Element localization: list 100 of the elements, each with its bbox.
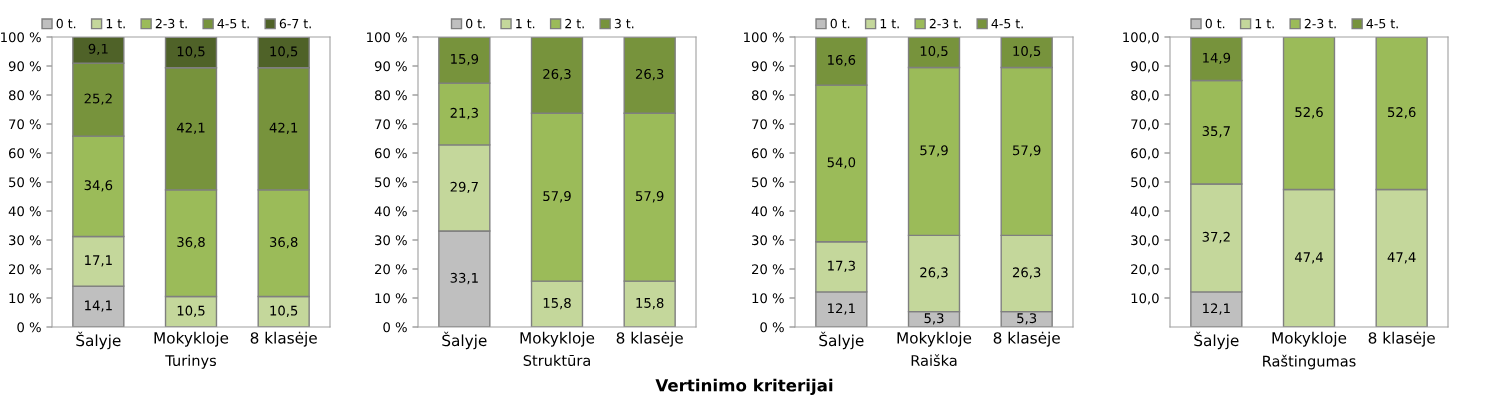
y-tick-label: 50 % xyxy=(752,177,784,188)
y-tick-label: 80 % xyxy=(751,90,784,101)
x-tick-label: Šalyje xyxy=(442,331,487,350)
data-label: 5,3 xyxy=(1017,313,1037,325)
legend-label: 1 t. xyxy=(1255,19,1274,29)
y-tick-label: 90 % xyxy=(374,61,407,72)
data-label: 14,9 xyxy=(1203,52,1231,65)
data-label: 57,9 xyxy=(543,191,571,203)
y-tick-label: 100 % xyxy=(744,32,784,43)
legend-label: 4-5 t. xyxy=(217,19,249,29)
legend-label: 4-5 t. xyxy=(991,19,1023,29)
data-label: 42,1 xyxy=(269,122,298,134)
y-tick-label: 90,0 xyxy=(1131,61,1159,73)
y-tick-label: 90 % xyxy=(751,61,784,72)
data-label: 52,6 xyxy=(1388,107,1416,119)
y-tick-label: 60,0 xyxy=(1131,148,1159,160)
y-tick-label: 30 % xyxy=(9,235,41,246)
y-tick-label: 30,0 xyxy=(1131,235,1159,247)
data-label: 12,1 xyxy=(828,303,855,315)
y-tick-label: 10 % xyxy=(375,293,407,304)
y-tick-label: 20,0 xyxy=(1131,264,1159,276)
y-tick-label: 20 % xyxy=(752,264,784,275)
y-tick-label: 70 % xyxy=(375,119,407,130)
y-tick-label: 70,0 xyxy=(1131,119,1159,131)
y-tick-label: 40 % xyxy=(374,206,407,217)
x-axis-title: Turinys xyxy=(165,354,217,369)
legend-label: 0 t. xyxy=(56,18,76,29)
data-label: 26,3 xyxy=(920,267,948,279)
y-tick-label: 30 % xyxy=(752,235,784,246)
data-label: 10,5 xyxy=(920,46,948,58)
data-label: 17,1 xyxy=(85,255,112,267)
legend-label: 4-5 t. xyxy=(1366,19,1398,29)
x-tick-label: 8 klasėje xyxy=(1368,331,1435,347)
y-tick-label: 0 % xyxy=(17,322,41,333)
y-tick-label: 80 % xyxy=(374,90,407,101)
y-tick-label: 40 % xyxy=(8,206,41,217)
y-tick-label: 30 % xyxy=(375,235,407,246)
data-label: 54,0 xyxy=(827,157,856,169)
data-label: 16,6 xyxy=(828,54,856,67)
legend-label: 3 t. xyxy=(614,18,634,29)
x-tick-label: Šalyje xyxy=(76,331,121,350)
data-label: 37,2 xyxy=(1202,231,1230,244)
legend-label: 1 t. xyxy=(106,19,125,29)
x-tick-label: Mokykloje xyxy=(897,331,972,347)
y-tick-label: 50 % xyxy=(375,177,407,188)
y-tick-label: 20 % xyxy=(9,264,41,275)
y-tick-label: 100 % xyxy=(367,32,407,43)
x-tick-label: Mokykloje xyxy=(1272,331,1347,347)
y-tick-label: 80 % xyxy=(8,90,41,101)
data-label: 10,5 xyxy=(270,46,298,58)
x-tick-label: Šalyje xyxy=(819,331,864,350)
data-label: 17,3 xyxy=(828,260,855,272)
y-tick-label: 100 % xyxy=(1,32,41,43)
data-label: 52,6 xyxy=(1295,107,1323,119)
y-tick-label: 60 % xyxy=(374,148,407,159)
data-label: 15,8 xyxy=(636,297,664,310)
data-label: 47,4 xyxy=(1294,252,1323,264)
y-tick-label: 20 % xyxy=(375,264,407,275)
data-label: 57,9 xyxy=(920,145,948,157)
data-label: 29,7 xyxy=(450,181,478,194)
legend-label: 1 t. xyxy=(516,19,535,29)
y-tick-label: 10 % xyxy=(752,293,784,304)
data-label: 15,9 xyxy=(451,53,479,66)
y-tick-label: 60 % xyxy=(751,148,784,159)
legend-label: 0 t. xyxy=(830,18,850,29)
data-label: 10,5 xyxy=(270,305,298,317)
x-tick-label: 8 klasėje xyxy=(993,331,1060,347)
y-tick-label: 70 % xyxy=(9,119,41,130)
data-label: 25,2 xyxy=(84,93,112,105)
legend-label: 2-3 t. xyxy=(929,18,961,29)
data-label: 47,4 xyxy=(1387,252,1416,264)
data-label: 26,3 xyxy=(1012,267,1041,279)
data-label: 21,3 xyxy=(450,107,478,120)
y-tick-label: 40 % xyxy=(751,206,784,217)
y-tick-label: 60 % xyxy=(8,148,41,159)
data-label: 36,8 xyxy=(269,237,298,249)
x-tick-label: Mokykloje xyxy=(520,331,595,347)
data-label: 15,8 xyxy=(543,297,571,310)
data-label: 10,5 xyxy=(177,305,205,317)
y-tick-label: 40,0 xyxy=(1130,206,1159,218)
text: Vertinimo kriterijai xyxy=(655,378,833,395)
legend-label: 2-3 t. xyxy=(1304,18,1336,29)
x-axis-title: Raštingumas xyxy=(1263,354,1356,370)
y-tick-label: 0 % xyxy=(760,322,784,333)
x-tick-label: 8 klasėje xyxy=(616,331,683,347)
data-label: 57,9 xyxy=(1013,145,1041,157)
y-tick-label: 0 % xyxy=(383,322,407,333)
data-label: 36,8 xyxy=(177,237,205,249)
legend-label: 2-3 t. xyxy=(155,18,187,29)
data-label: 26,3 xyxy=(635,68,664,81)
y-tick-label: 10 % xyxy=(9,293,41,304)
data-label: 35,7 xyxy=(1202,126,1230,138)
x-tick-label: Mokykloje xyxy=(154,331,229,347)
y-tick-label: 100,0 xyxy=(1123,32,1159,44)
data-label: 14,1 xyxy=(85,300,112,312)
x-axis-title: Struktūra xyxy=(523,354,590,367)
data-label: 10,5 xyxy=(177,46,205,58)
data-label: 9,1 xyxy=(88,43,108,56)
x-axis-title: Raiška xyxy=(911,354,957,367)
y-tick-label: 50,0 xyxy=(1131,177,1159,189)
